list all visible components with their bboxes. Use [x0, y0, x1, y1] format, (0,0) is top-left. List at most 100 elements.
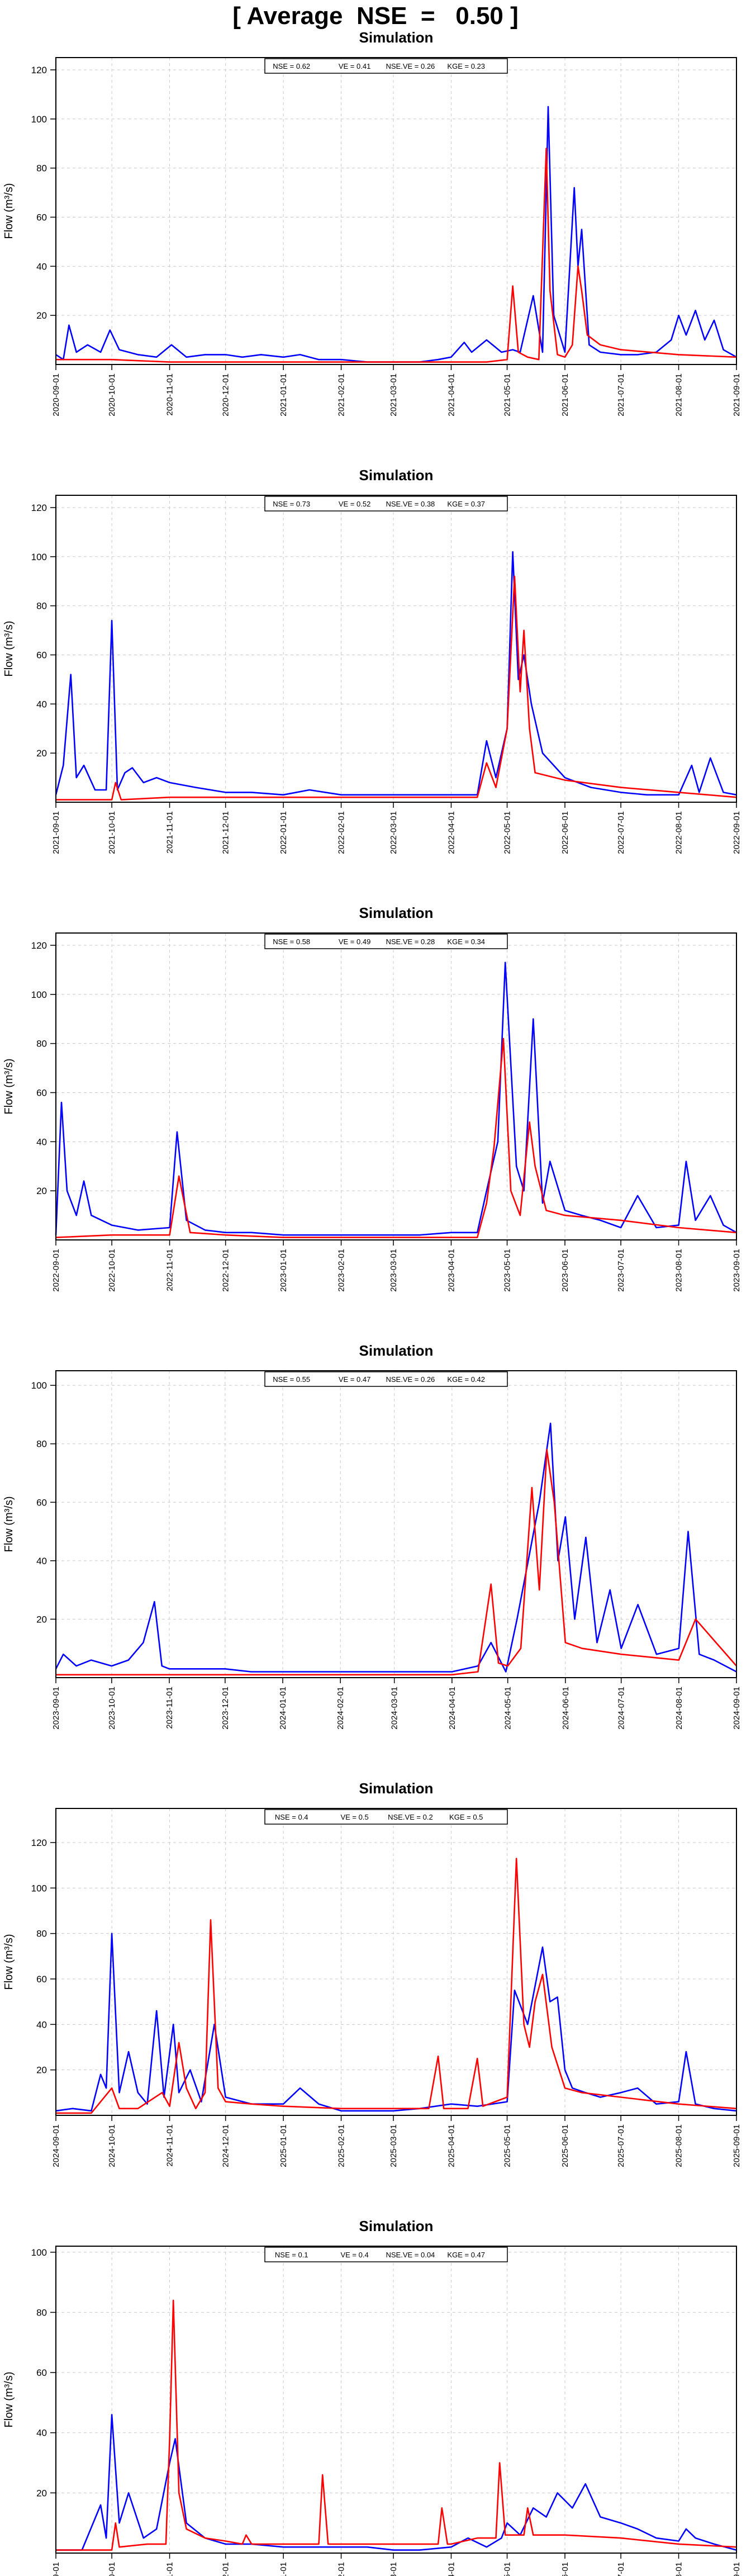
- observed-series-line: [55, 1933, 737, 2112]
- y-tick-label: 100: [31, 1380, 47, 1391]
- y-tick-label: 40: [36, 1137, 47, 1147]
- x-tick-label: 2020-11-01: [165, 373, 175, 416]
- x-tick-label: 2026-03-01: [389, 2562, 398, 2576]
- y-axis-label: Flow (m³/s): [3, 1059, 15, 1115]
- plot-frame: [55, 1808, 737, 2116]
- plot-frame: [55, 2246, 737, 2554]
- plot-frame: [55, 932, 737, 1240]
- x-tick-label: 2021-02-01: [337, 373, 346, 416]
- stat-nse: NSE = 0.73: [273, 500, 310, 508]
- x-tick-label: 2023-09-01: [732, 1249, 742, 1292]
- y-tick-label: 120: [31, 65, 47, 75]
- x-tick-label: 2026-08-01: [674, 2562, 684, 2576]
- y-tick-label: 100: [31, 1883, 47, 1893]
- y-tick-label: 120: [31, 940, 47, 951]
- x-tick-label: 2024-05-01: [503, 1687, 513, 1730]
- x-tick-label: 2021-09-01: [51, 811, 61, 854]
- stat-kge: KGE = 0.23: [447, 62, 485, 70]
- x-tick-label: 2021-09-01: [732, 373, 742, 416]
- stat-ve: VE = 0.47: [339, 1375, 370, 1384]
- y-axis-label: Flow (m³/s): [3, 2372, 15, 2428]
- x-tick-label: 2025-09-01: [732, 2124, 742, 2167]
- stat-kge: KGE = 0.42: [447, 1375, 485, 1384]
- y-tick-label: 120: [31, 1838, 47, 1848]
- x-tick-label: 2024-09-01: [732, 1687, 742, 1730]
- y-tick-label: 60: [36, 1087, 47, 1098]
- x-tick-label: 2023-03-01: [389, 1249, 398, 1292]
- x-tick-label: 2021-10-01: [107, 811, 117, 854]
- stats-box: [264, 1809, 508, 1825]
- y-tick-label: 20: [36, 748, 47, 759]
- x-tick-label: 2023-05-01: [503, 1249, 512, 1292]
- x-tick-label: 2023-09-01: [51, 1687, 61, 1730]
- stat-kge: KGE = 0.37: [447, 500, 485, 508]
- stat-nse: NSE = 0.4: [275, 1813, 308, 1821]
- y-tick-label: 80: [36, 2307, 47, 2318]
- chart-panel: Simulation 20 40 60 80 100 120 Flow (m³/s) 2021-…: [3, 467, 742, 854]
- y-axis-label: Flow (m³/s): [3, 1497, 15, 1552]
- chart-title: Simulation: [359, 2218, 434, 2234]
- stat-kge: KGE = 0.47: [447, 2251, 485, 2259]
- x-tick-label: 2022-10-01: [107, 1249, 117, 1292]
- y-tick-label: 80: [36, 1439, 47, 1450]
- x-tick-label: 2022-09-01: [732, 811, 742, 854]
- x-tick-label: 2023-10-01: [107, 1687, 117, 1730]
- x-tick-label: 2021-12-01: [221, 811, 231, 854]
- stat-nse-ve: NSE.VE = 0.04: [386, 2251, 435, 2259]
- stat-kge: KGE = 0.5: [449, 1813, 483, 1821]
- x-tick-label: 2022-08-01: [674, 811, 684, 854]
- stat-kge: KGE = 0.34: [447, 937, 485, 946]
- x-tick-label: 2024-12-01: [221, 2124, 231, 2167]
- simulated-series-line: [56, 2299, 737, 2551]
- y-tick-label: 60: [36, 1497, 47, 1508]
- x-tick-label: 2024-11-01: [165, 2124, 175, 2167]
- observed-series-line: [55, 1422, 737, 1673]
- simulated-series-line: [56, 575, 737, 801]
- x-tick-label: 2022-01-01: [279, 811, 288, 854]
- observed-series-line: [55, 106, 737, 363]
- stat-nse-ve: NSE.VE = 0.26: [386, 1375, 435, 1384]
- x-tick-label: 2023-01-01: [279, 1249, 288, 1292]
- x-tick-label: 2023-02-01: [337, 1249, 346, 1292]
- x-tick-label: 2020-09-01: [51, 373, 61, 416]
- x-tick-label: 2020-12-01: [221, 373, 231, 416]
- y-axis-label: Flow (m³/s): [3, 1934, 15, 1990]
- x-tick-label: 2021-05-01: [503, 373, 512, 416]
- chart-panel: Simulation 20 40 60 80 100 120 Flow (m³/s) 2022-…: [3, 905, 742, 1292]
- y-tick-label: 80: [36, 601, 47, 612]
- y-tick-label: 60: [36, 2367, 47, 2378]
- x-tick-label: 2025-04-01: [446, 2124, 456, 2167]
- chart-panel: Simulation 20 40 60 80 100 120 Flow (m³/s) 2020-…: [3, 29, 742, 416]
- chart-panel: Simulation 20 40 60 80 100 120 Flow (m³/s) 2024-…: [3, 1780, 742, 2167]
- x-tick-label: 2025-10-01: [107, 2562, 117, 2576]
- x-tick-label: 2025-03-01: [389, 2124, 398, 2167]
- x-tick-label: 2022-05-01: [503, 811, 512, 854]
- y-tick-label: 60: [36, 212, 47, 222]
- plot-frame: [55, 1370, 737, 1678]
- stat-nse-ve: NSE.VE = 0.38: [386, 500, 435, 508]
- chart-title: Simulation: [359, 905, 434, 921]
- y-axis-label: Flow (m³/s): [3, 621, 15, 677]
- y-tick-label: 20: [36, 1186, 47, 1196]
- stats-box: [264, 58, 508, 74]
- simulated-series-line: [56, 148, 737, 363]
- stat-ve: VE = 0.41: [339, 62, 370, 70]
- y-tick-label: 40: [36, 2428, 47, 2438]
- x-tick-label: 2025-06-01: [560, 2124, 570, 2167]
- x-tick-label: 2022-03-01: [389, 811, 398, 854]
- y-tick-label: 80: [36, 163, 47, 174]
- y-tick-label: 100: [31, 114, 47, 125]
- x-tick-label: 2021-08-01: [674, 373, 684, 416]
- chart-title: Simulation: [359, 1342, 434, 1359]
- x-tick-label: 2026-09-01: [732, 2562, 742, 2576]
- x-tick-label: 2026-06-01: [560, 2562, 570, 2576]
- y-tick-label: 80: [36, 1039, 47, 1049]
- x-tick-label: 2025-07-01: [616, 2124, 626, 2167]
- x-tick-label: 2026-01-01: [279, 2562, 288, 2576]
- observed-series-line: [55, 962, 737, 1236]
- x-tick-label: 2024-02-01: [336, 1687, 345, 1730]
- x-tick-label: 2023-12-01: [221, 1687, 230, 1730]
- stat-nse-ve: NSE.VE = 0.26: [386, 62, 435, 70]
- x-tick-label: 2024-07-01: [617, 1687, 626, 1730]
- plot-frame: [55, 495, 737, 803]
